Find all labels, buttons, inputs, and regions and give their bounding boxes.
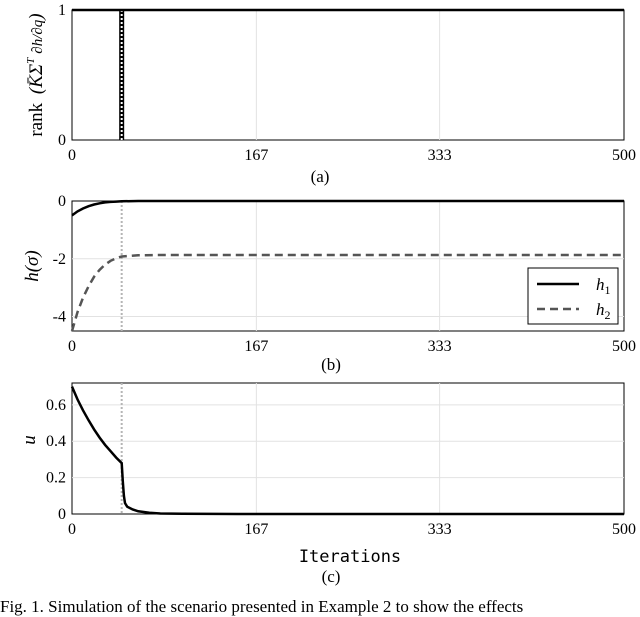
x-tick-label-c: 500	[612, 521, 636, 538]
series-line-b-h1	[71, 199, 624, 217]
x-tick-label-b: 333	[428, 338, 452, 355]
y-tick-label-c: 0	[58, 506, 66, 523]
y-tick-label-b: -2	[53, 251, 66, 268]
legend: h1 h2	[527, 267, 619, 325]
legend-label-h2: h2	[596, 300, 611, 322]
ylabel-a: rank (K̄ΣT∂h/∂q)	[25, 13, 47, 136]
subfigure-label-c: (c)	[322, 567, 341, 586]
x-tick-label-b: 500	[612, 338, 636, 355]
panel-c: u Iterations (c) 0 167 333 500 0 0.2 0.4 0.6	[19, 382, 636, 586]
x-tick-label-c: 333	[428, 521, 452, 538]
y-tick-label-b: -4	[53, 309, 66, 326]
ylabel-b: h(σ)	[22, 250, 43, 282]
subfigure-label-b: (b)	[321, 355, 341, 374]
series-line-c-0	[70, 386, 624, 516]
x-tick-label-a: 167	[244, 147, 268, 164]
y-tick-label-c: 0.2	[46, 470, 66, 487]
panel-b: h(σ) (b) 0 167 333 500 -4 -2 0 h1 h2	[22, 193, 636, 374]
series-line-b-h2	[70, 253, 624, 332]
y-tick-label-a: 0	[58, 132, 66, 149]
x-tick-label-c: 167	[244, 521, 268, 538]
x-tick-label-b: 0	[68, 338, 76, 355]
ylabel-c: u	[19, 435, 40, 445]
y-tick-label-c: 0.4	[46, 433, 66, 450]
figure: rank (K̄ΣT∂h/∂q) (a) 0 167 333 500 0 1 h(σ) (…	[19, 2, 636, 586]
panel-a: rank (K̄ΣT∂h/∂q) (a) 0 167 333 500 0 1	[25, 2, 636, 186]
subfigure-label-a: (a)	[311, 167, 330, 186]
x-tick-label-a: 333	[428, 147, 452, 164]
x-tick-label-b: 167	[244, 338, 268, 355]
plot-area-c	[71, 382, 625, 515]
x-tick-label-c: 0	[68, 521, 76, 538]
plot-area-a	[71, 9, 625, 141]
legend-box	[527, 267, 619, 325]
y-tick-label-c: 0.6	[46, 397, 66, 414]
figure-caption: Fig. 1. Simulation of the scenario prese…	[0, 597, 524, 616]
x-tick-label-a: 0	[68, 147, 76, 164]
legend-label-h1: h1	[596, 275, 611, 297]
x-tick-label-a: 500	[612, 147, 636, 164]
y-tick-label-a: 1	[58, 2, 66, 19]
xlabel-c: Iterations	[299, 547, 401, 567]
y-tick-label-b: 0	[58, 193, 66, 210]
